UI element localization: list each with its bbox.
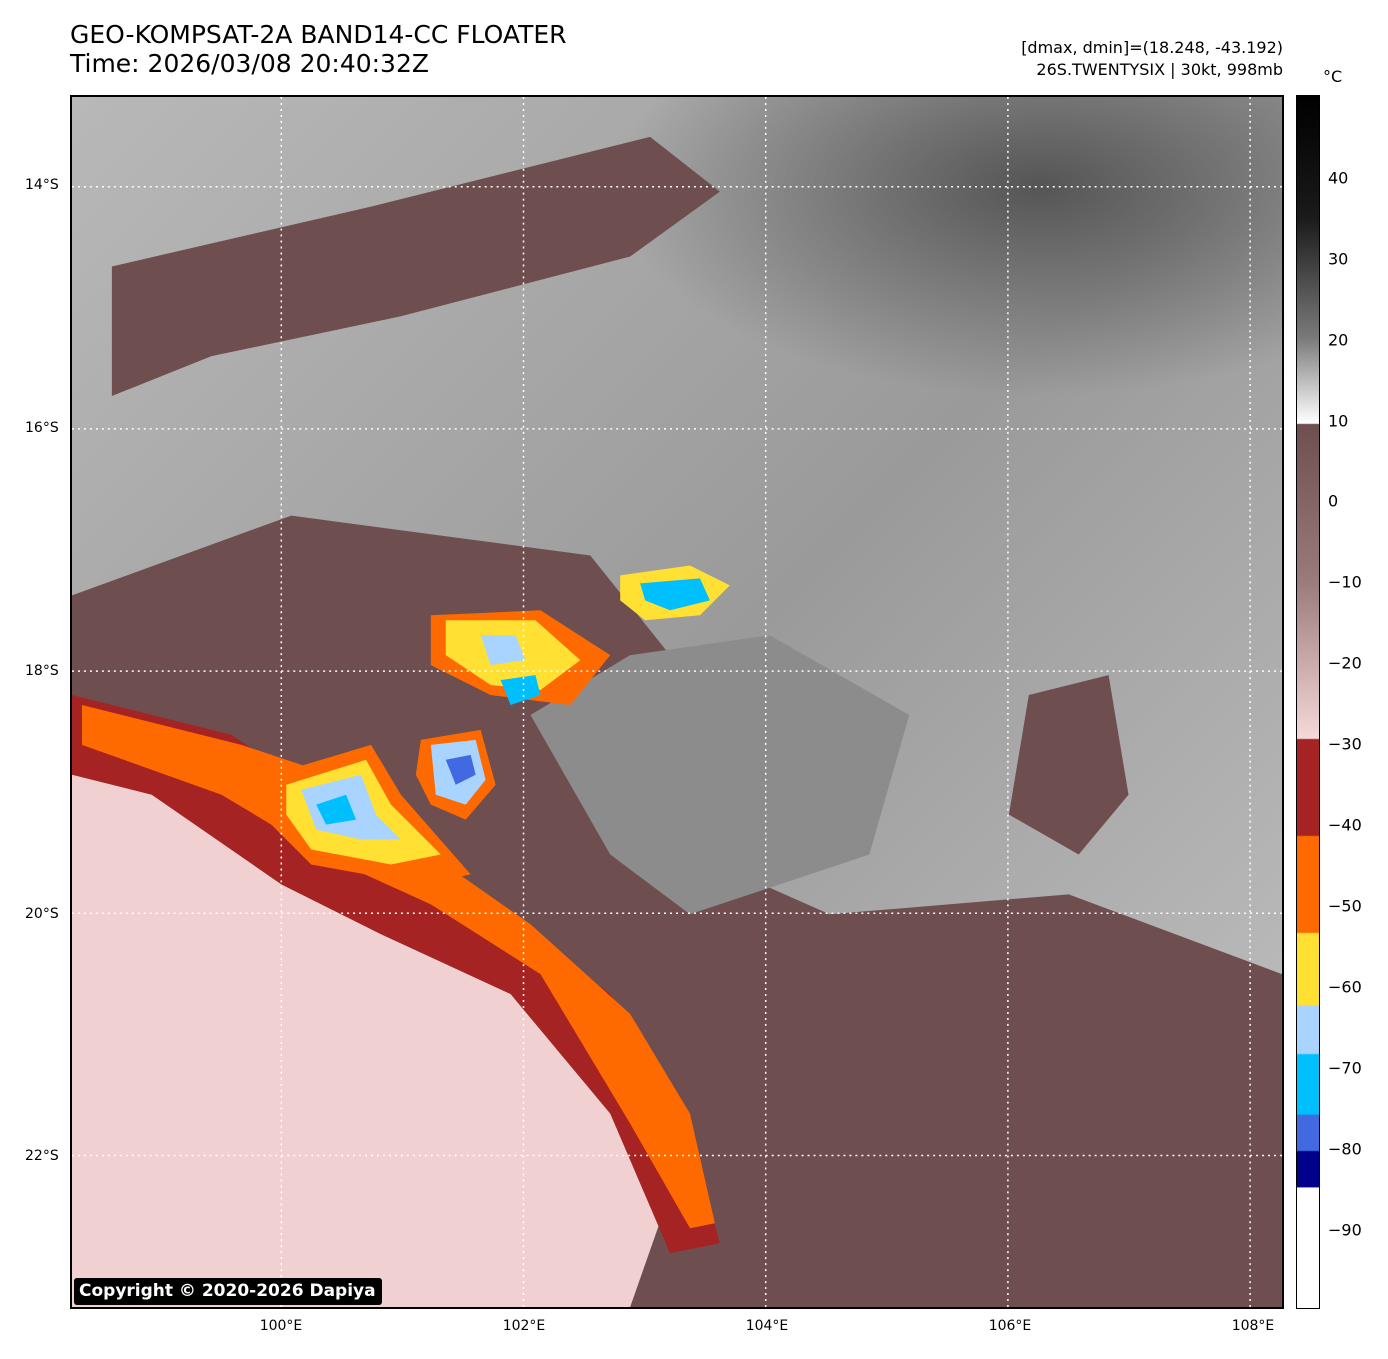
colorbar-tick-minus10: −10 [1328, 572, 1362, 592]
graticule [72, 97, 1282, 1307]
cell-center-blue [445, 754, 476, 785]
colorbar-tick-minus60: −60 [1328, 977, 1362, 997]
band-red [72, 695, 720, 1254]
copyright-badge: Copyright © 2020-2026 Dapiya [74, 1278, 382, 1305]
colorbar [1296, 95, 1320, 1309]
storm-info: 26S.TWENTYSIX | 30kt, 998mb [1036, 60, 1283, 79]
cloud-pink-southwest [72, 734, 671, 1307]
cloud-brown-north [111, 136, 720, 397]
lon-label-100e: 100°E [259, 1318, 303, 1334]
lat-label-16s: 16°S [25, 420, 59, 436]
satellite-map[interactable]: Copyright © 2020-2026 Dapiya [70, 95, 1284, 1309]
metadata: [dmax, dmin]=(18.248, -43.192) 26S.TWENT… [1021, 37, 1283, 81]
cloud-grey-interior [530, 635, 910, 915]
colorbar-tick-minus80: −80 [1328, 1139, 1362, 1159]
cell-main-cyan [316, 794, 357, 825]
colorbar-tick-0: 0 [1328, 491, 1339, 511]
lon-label-108e: 108°E [1231, 1318, 1275, 1334]
cell-east-cyan [640, 578, 710, 611]
band-orange [81, 704, 715, 1229]
title-line-1: GEO-KOMPSAT-2A BAND14-CC FLOATER [70, 20, 567, 49]
lat-label-22s: 22°S [25, 1148, 59, 1164]
lat-label-14s: 14°S [25, 177, 59, 193]
colorbar-tick-minus70: −70 [1328, 1058, 1362, 1078]
colorbar-tick-minus20: −20 [1328, 653, 1362, 673]
colorbar-unit: °C [1323, 67, 1343, 86]
colorbar-tick-40: 40 [1328, 168, 1349, 188]
lon-label-102e: 102°E [502, 1318, 546, 1334]
title-line-2: Time: 2026/03/08 20:40:32Z [70, 49, 429, 78]
colorbar-tick-minus50: −50 [1328, 896, 1362, 916]
colorbar-tick-minus90: −90 [1328, 1220, 1362, 1240]
lon-label-104e: 104°E [745, 1318, 789, 1334]
colorbar-tick-20: 20 [1328, 330, 1349, 350]
chart-title: GEO-KOMPSAT-2A BAND14-CC FLOATER Time: 2… [70, 20, 567, 78]
colorbar-tick-30: 30 [1328, 249, 1349, 269]
satellite-imagery [72, 97, 1282, 1307]
cloud-brown-east [1008, 675, 1129, 855]
lat-label-20s: 20°S [25, 906, 59, 922]
colorbar-tick-minus40: −40 [1328, 815, 1362, 835]
lat-label-18s: 18°S [25, 663, 59, 679]
colorbar-tick-minus30: −30 [1328, 734, 1362, 754]
lon-label-106e: 106°E [988, 1318, 1032, 1334]
colorbar-tick-10: 10 [1328, 411, 1349, 431]
cell-small-cyan [500, 675, 541, 705]
dmax-dmin-readout: [dmax, dmin]=(18.248, -43.192) [1021, 38, 1283, 57]
cell-north-lightblue [480, 635, 526, 666]
